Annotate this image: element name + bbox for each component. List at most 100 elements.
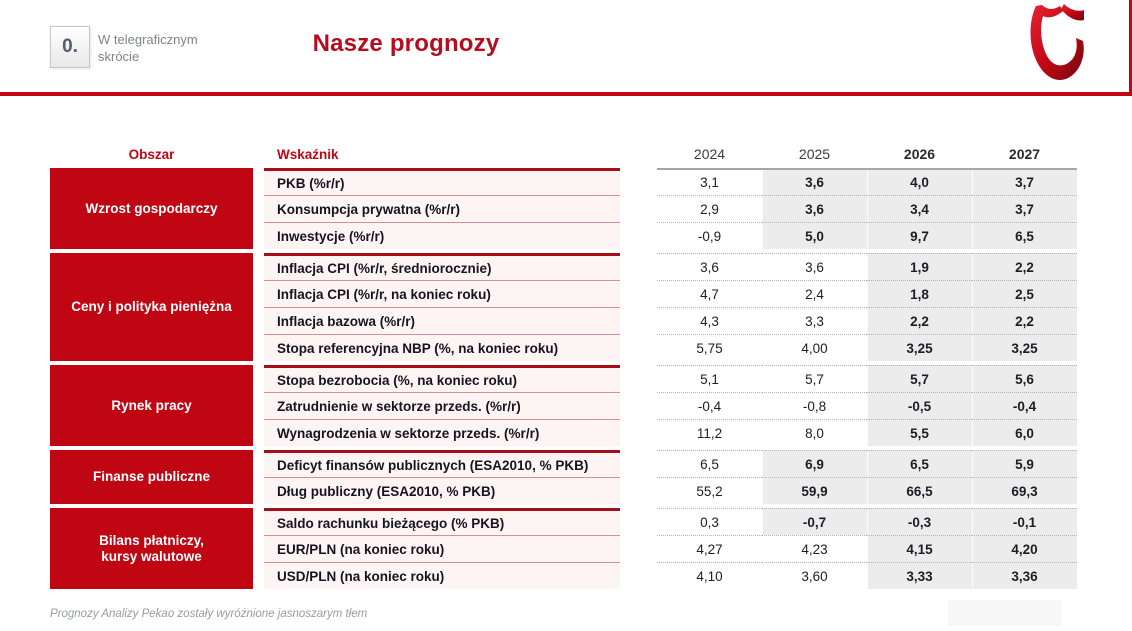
indicator-cell: Inflacja CPI (%r/r, na koniec roku) (264, 280, 620, 307)
header-divider (0, 92, 1132, 96)
indicator-cell: Inflacja CPI (%r/r, średniorocznie) (264, 253, 620, 280)
value-cell-2025: 3,3 (762, 307, 867, 334)
value-cell-2024: 4,3 (657, 307, 762, 334)
value-cell-2024: 3,1 (657, 168, 762, 195)
pekao-bison-logo-icon (1030, 4, 1084, 81)
right-edge-accent (1129, 0, 1132, 92)
footnote: Prognozy Analizy Pekao zostały wyróżnion… (50, 608, 368, 620)
value-cell-2027: 3,36 (972, 562, 1077, 589)
table-header-row: Obszar Wskaźnik 2024 2025 2026 2027 (50, 140, 1077, 168)
table-group: Bilans płatniczy, kursy walutowe Saldo ra… (50, 508, 1077, 589)
value-cell-2024: 4,10 (657, 562, 762, 589)
table-group: Rynek pracy Stopa bezrobocia (%, na konie… (50, 365, 1077, 446)
column-header-wskaznik: Wskaźnik (277, 146, 339, 162)
value-cell-2026: 9,7 (867, 222, 972, 249)
watermark-bar (948, 600, 1062, 626)
indicator-cell: Saldo rachunku bieżącego (% PKB) (264, 508, 620, 535)
column-header-year-2026: 2026 (903, 146, 936, 162)
value-cell-2026: 1,9 (867, 253, 972, 280)
value-cell-2025: 4,23 (762, 535, 867, 562)
value-cell-2027: 5,9 (972, 450, 1077, 477)
value-cell-2026: 4,15 (867, 535, 972, 562)
value-cell-2024: 5,1 (657, 365, 762, 392)
value-cell-2027: 2,2 (972, 253, 1077, 280)
value-cell-2024: 0,3 (657, 508, 762, 535)
value-cell-2025: 59,9 (762, 477, 867, 504)
value-cell-2024: 4,27 (657, 535, 762, 562)
section-number-box: 0. (50, 26, 90, 68)
page-title: Nasze prognozy (312, 30, 500, 57)
value-cell-2025: 3,6 (762, 195, 867, 222)
table-group: Finanse publiczne Deficyt finansów public… (50, 450, 1077, 504)
value-cell-2027: 2,5 (972, 280, 1077, 307)
value-cell-2025: 3,6 (762, 253, 867, 280)
value-cell-2026: 5,7 (867, 365, 972, 392)
indicator-cell: Wynagrodzenia w sektorze przeds. (%r/r) (264, 419, 620, 446)
value-cell-2027: 4,20 (972, 535, 1077, 562)
area-cell: Bilans płatniczy, kursy walutowe (50, 508, 253, 589)
value-cell-2027: 5,6 (972, 365, 1077, 392)
value-cell-2026: 5,5 (867, 419, 972, 446)
indicator-cell: Zatrudnienie w sektorze przeds. (%r/r) (264, 392, 620, 419)
section-label: W telegraficznym skrócie (98, 31, 198, 65)
indicator-cell: Inwestycje (%r/r) (264, 222, 620, 249)
area-cell: Ceny i polityka pieniężna (50, 253, 253, 361)
value-cell-2024: 3,6 (657, 253, 762, 280)
indicator-cell: PKB (%r/r) (264, 168, 620, 195)
value-cell-2025: -0,8 (762, 392, 867, 419)
indicator-cell: Deficyt finansów publicznych (ESA2010, %… (264, 450, 620, 477)
value-cell-2025: 5,0 (762, 222, 867, 249)
value-cell-2025: -0,7 (762, 508, 867, 535)
indicator-cell: Stopa bezrobocia (%, na koniec roku) (264, 365, 620, 392)
column-header-year-2024: 2024 (693, 146, 726, 162)
value-cell-2024: 6,5 (657, 450, 762, 477)
indicator-cell: Inflacja bazowa (%r/r) (264, 307, 620, 334)
value-cell-2025: 3,6 (762, 168, 867, 195)
value-cell-2024: 55,2 (657, 477, 762, 504)
value-cell-2027: 2,2 (972, 307, 1077, 334)
value-cell-2026: 6,5 (867, 450, 972, 477)
section-label-line2: skrócie (98, 49, 140, 64)
value-cell-2024: 5,75 (657, 334, 762, 361)
value-cell-2027: 3,25 (972, 334, 1077, 361)
value-cell-2026: 2,2 (867, 307, 972, 334)
value-cell-2026: 3,33 (867, 562, 972, 589)
value-cell-2025: 4,00 (762, 334, 867, 361)
value-cell-2026: 4,0 (867, 168, 972, 195)
table-group: Wzrost gospodarczy PKB (%r/r) 3,1 3,6 4,0 3,7… (50, 168, 1077, 249)
value-cell-2024: 4,7 (657, 280, 762, 307)
section-label-line1: W telegraficznym (98, 32, 198, 47)
column-header-year-2025: 2025 (798, 146, 831, 162)
value-cell-2026: 66,5 (867, 477, 972, 504)
area-cell: Finanse publiczne (50, 450, 253, 504)
value-cell-2027: 69,3 (972, 477, 1077, 504)
table-group: Ceny i polityka pieniężna Inflacja CPI (%… (50, 253, 1077, 361)
indicator-cell: Dług publiczny (ESA2010, % PKB) (264, 477, 620, 504)
value-cell-2024: 11,2 (657, 419, 762, 446)
indicator-cell: Konsumpcja prywatna (%r/r) (264, 195, 620, 222)
value-cell-2025: 6,9 (762, 450, 867, 477)
value-cell-2026: -0,5 (867, 392, 972, 419)
value-cell-2025: 3,60 (762, 562, 867, 589)
area-cell: Wzrost gospodarczy (50, 168, 253, 249)
value-cell-2025: 8,0 (762, 419, 867, 446)
indicator-cell: EUR/PLN (na koniec roku) (264, 535, 620, 562)
column-header-obszar: Obszar (128, 146, 175, 162)
indicator-cell: USD/PLN (na koniec roku) (264, 562, 620, 589)
value-cell-2027: 3,7 (972, 168, 1077, 195)
value-cell-2024: -0,9 (657, 222, 762, 249)
section-number: 0. (62, 36, 78, 57)
value-cell-2027: -0,1 (972, 508, 1077, 535)
area-cell: Rynek pracy (50, 365, 253, 446)
value-cell-2026: -0,3 (867, 508, 972, 535)
forecast-table-body: Wzrost gospodarczy PKB (%r/r) 3,1 3,6 4,0 3,7… (50, 168, 1077, 589)
value-cell-2026: 1,8 (867, 280, 972, 307)
value-cell-2025: 5,7 (762, 365, 867, 392)
value-cell-2027: 6,0 (972, 419, 1077, 446)
value-cell-2027: 6,5 (972, 222, 1077, 249)
value-cell-2024: 2,9 (657, 195, 762, 222)
value-cell-2024: -0,4 (657, 392, 762, 419)
value-cell-2027: 3,7 (972, 195, 1077, 222)
indicator-cell: Stopa referencyjna NBP (%, na koniec rok… (264, 334, 620, 361)
